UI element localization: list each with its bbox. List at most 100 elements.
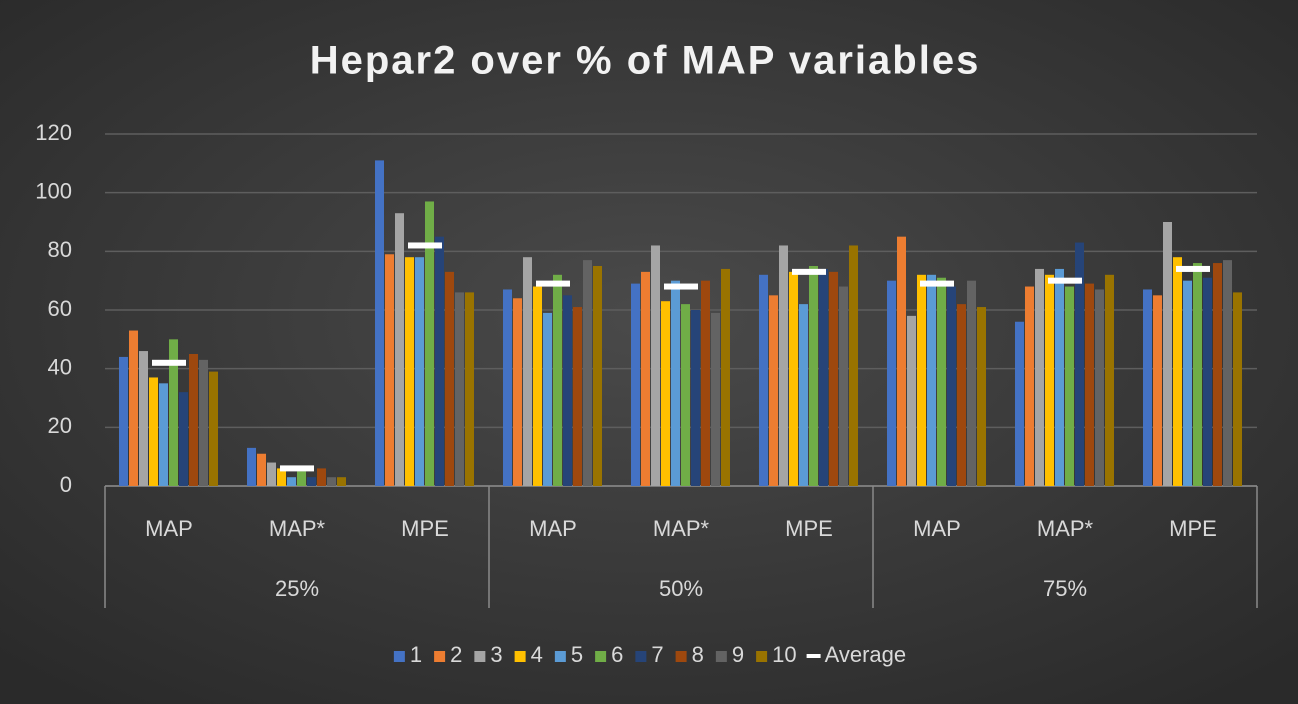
- bar: [563, 295, 572, 486]
- legend-swatch: [393, 651, 405, 662]
- bar: [455, 292, 464, 486]
- chart-title: Hepar2 over % of MAP variables: [310, 39, 981, 83]
- average-marker: [536, 280, 570, 287]
- average-marker: [408, 242, 442, 249]
- bar: [415, 257, 424, 486]
- bar: [947, 286, 956, 486]
- legend-swatch: [635, 651, 647, 662]
- y-tick-label: 60: [48, 296, 72, 321]
- average-marker: [152, 359, 186, 366]
- bar: [1223, 260, 1232, 486]
- bar: [337, 477, 346, 486]
- legend-label: 3: [490, 642, 502, 667]
- bar: [327, 477, 336, 486]
- bar: [209, 371, 218, 486]
- bar: [583, 260, 592, 486]
- x-tick-label: MAP*: [1037, 516, 1094, 541]
- legend-swatch: [434, 651, 446, 662]
- legend-swatch: [675, 651, 687, 662]
- bar: [1045, 274, 1054, 486]
- bar: [139, 351, 148, 486]
- average-marker: [792, 268, 826, 275]
- bar: [1025, 286, 1034, 486]
- y-tick-label: 100: [35, 178, 72, 203]
- y-tick-label: 40: [48, 354, 72, 379]
- x-tick-label: MAP*: [653, 516, 710, 541]
- bar: [1173, 257, 1182, 486]
- bar: [1095, 289, 1104, 486]
- bar: [1213, 263, 1222, 486]
- bar: [641, 271, 650, 486]
- bar: [927, 274, 936, 486]
- bar: [425, 201, 434, 486]
- bar: [701, 280, 710, 486]
- bar: [1055, 268, 1064, 486]
- bar: [553, 274, 562, 486]
- bar: [1075, 242, 1084, 486]
- bar: [779, 245, 788, 486]
- bar: [1015, 321, 1024, 486]
- bar: [631, 283, 640, 486]
- legend-swatch: [474, 651, 486, 662]
- legend-label: 2: [450, 642, 462, 667]
- y-tick-label: 20: [48, 413, 72, 438]
- bar: [149, 377, 158, 486]
- bar: [307, 477, 316, 486]
- bar: [523, 257, 532, 486]
- y-tick-label: 0: [60, 472, 72, 497]
- bar: [1233, 292, 1242, 486]
- legend-label: 10: [772, 642, 796, 667]
- legend-label: 1: [410, 642, 422, 667]
- legend-swatch: [595, 651, 607, 662]
- bar: [129, 330, 138, 486]
- bar: [651, 245, 660, 486]
- bar: [897, 236, 906, 486]
- bar: [957, 304, 966, 486]
- bar: [435, 236, 444, 486]
- bar: [385, 254, 394, 486]
- bar: [465, 292, 474, 486]
- bar: [1183, 280, 1192, 486]
- bar: [1163, 222, 1172, 486]
- bar: [661, 301, 670, 486]
- x-tick-label: MPE: [401, 516, 449, 541]
- average-marker: [1176, 265, 1210, 272]
- legend-label: 5: [571, 642, 583, 667]
- group-label: 75%: [1043, 576, 1087, 601]
- bar: [297, 471, 306, 486]
- bar: [287, 477, 296, 486]
- bar: [533, 286, 542, 486]
- bar: [839, 286, 848, 486]
- bar: [503, 289, 512, 486]
- bar: [573, 307, 582, 486]
- legend-swatch: [806, 654, 821, 658]
- legend-label: 4: [531, 642, 543, 667]
- bar: [1203, 277, 1212, 486]
- x-tick-label: MPE: [785, 516, 833, 541]
- average-marker: [664, 283, 698, 290]
- bar: [907, 315, 916, 486]
- bar: [395, 213, 404, 486]
- legend-label: 6: [611, 642, 623, 667]
- bar: [1085, 283, 1094, 486]
- bar: [267, 462, 276, 486]
- group-label: 50%: [659, 576, 703, 601]
- legend-label: Average: [825, 642, 907, 667]
- bar: [317, 468, 326, 486]
- bar: [119, 356, 128, 486]
- bar: [691, 310, 700, 486]
- bar: [1143, 289, 1152, 486]
- legend-swatch: [756, 651, 768, 662]
- average-marker: [280, 465, 314, 472]
- bar: [819, 268, 828, 486]
- bar: [887, 280, 896, 486]
- y-tick-label: 80: [48, 237, 72, 262]
- bar: [1193, 263, 1202, 486]
- bar: [681, 304, 690, 486]
- legend-label: 8: [692, 642, 704, 667]
- bar: [445, 271, 454, 486]
- legend-swatch: [715, 651, 727, 662]
- bar: [189, 354, 198, 486]
- bar: [977, 307, 986, 486]
- bar: [179, 392, 188, 486]
